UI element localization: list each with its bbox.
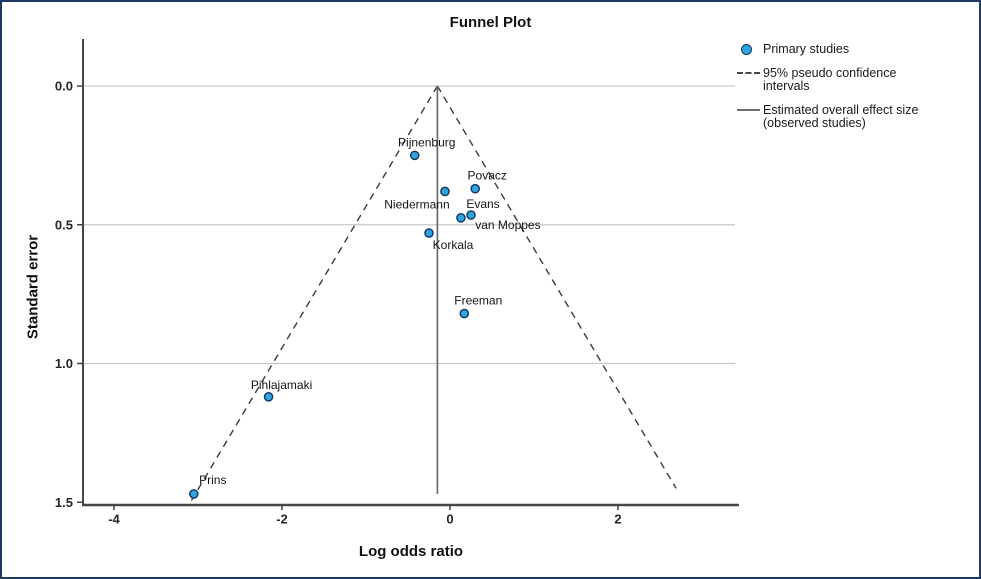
pseudo-ci-left-line [188, 85, 439, 506]
y-tick-label-0.5: 0.5 [55, 217, 73, 232]
legend-label-pseudo-ci: 95% pseudo confidence intervals [763, 66, 897, 93]
point-Freeman [459, 308, 470, 319]
y-tick-label-1.0: 1.0 [55, 356, 73, 371]
point-label-Pihlajamaki: Pihlajamaki [251, 378, 312, 392]
x-tick-label-2: 2 [614, 512, 621, 527]
x-tick-label--2: -2 [276, 512, 288, 527]
legend: Primary studies 95% pseudo confidence in… [729, 43, 975, 130]
point-Povacz [470, 183, 481, 194]
pseudo-ci-right-line [436, 85, 677, 489]
y-tick-label-0.0: 0.0 [55, 79, 73, 94]
x-tick-label-0: 0 [446, 512, 453, 527]
dashed-line-icon [729, 67, 763, 74]
point-label-Prins: Prins [199, 473, 226, 487]
point-Niedermann [440, 186, 450, 197]
point-label-Evans: Evans [466, 197, 499, 211]
point-Prins [188, 489, 199, 499]
point-label-Pijnenburg: Pijnenburg [398, 135, 455, 149]
chart-title: Funnel Plot [449, 14, 532, 31]
point-van Moppes [456, 213, 466, 223]
point-Pihlajamaki [263, 391, 274, 402]
point-label-Freeman: Freeman [454, 294, 502, 308]
legend-item-overall-effect: Estimated overall effect size (observed … [729, 104, 975, 130]
point-label-Povacz: Povacz [468, 169, 507, 183]
legend-label-primary-studies: Primary studies [763, 42, 850, 56]
solid-line-icon [729, 104, 763, 111]
point-Pijnenburg [409, 150, 420, 161]
point-Evans [466, 210, 476, 220]
point-Korkala [424, 228, 434, 238]
point-label-Korkala: Korkala [433, 238, 474, 252]
legend-item-primary-studies: Primary studies [729, 43, 975, 56]
primary-studies-marker-icon [729, 43, 763, 55]
x-tick-label--4: -4 [108, 512, 120, 527]
y-tick-label-1.5: 1.5 [55, 495, 73, 510]
x-axis-label: Log odds ratio [358, 543, 464, 560]
point-label-Niedermann: Niedermann [384, 197, 449, 211]
legend-label-overall-effect: Estimated overall effect size (observed … [763, 103, 919, 130]
legend-item-pseudo-ci: 95% pseudo confidence intervals [729, 67, 975, 93]
point-label-van Moppes: van Moppes [475, 218, 540, 232]
